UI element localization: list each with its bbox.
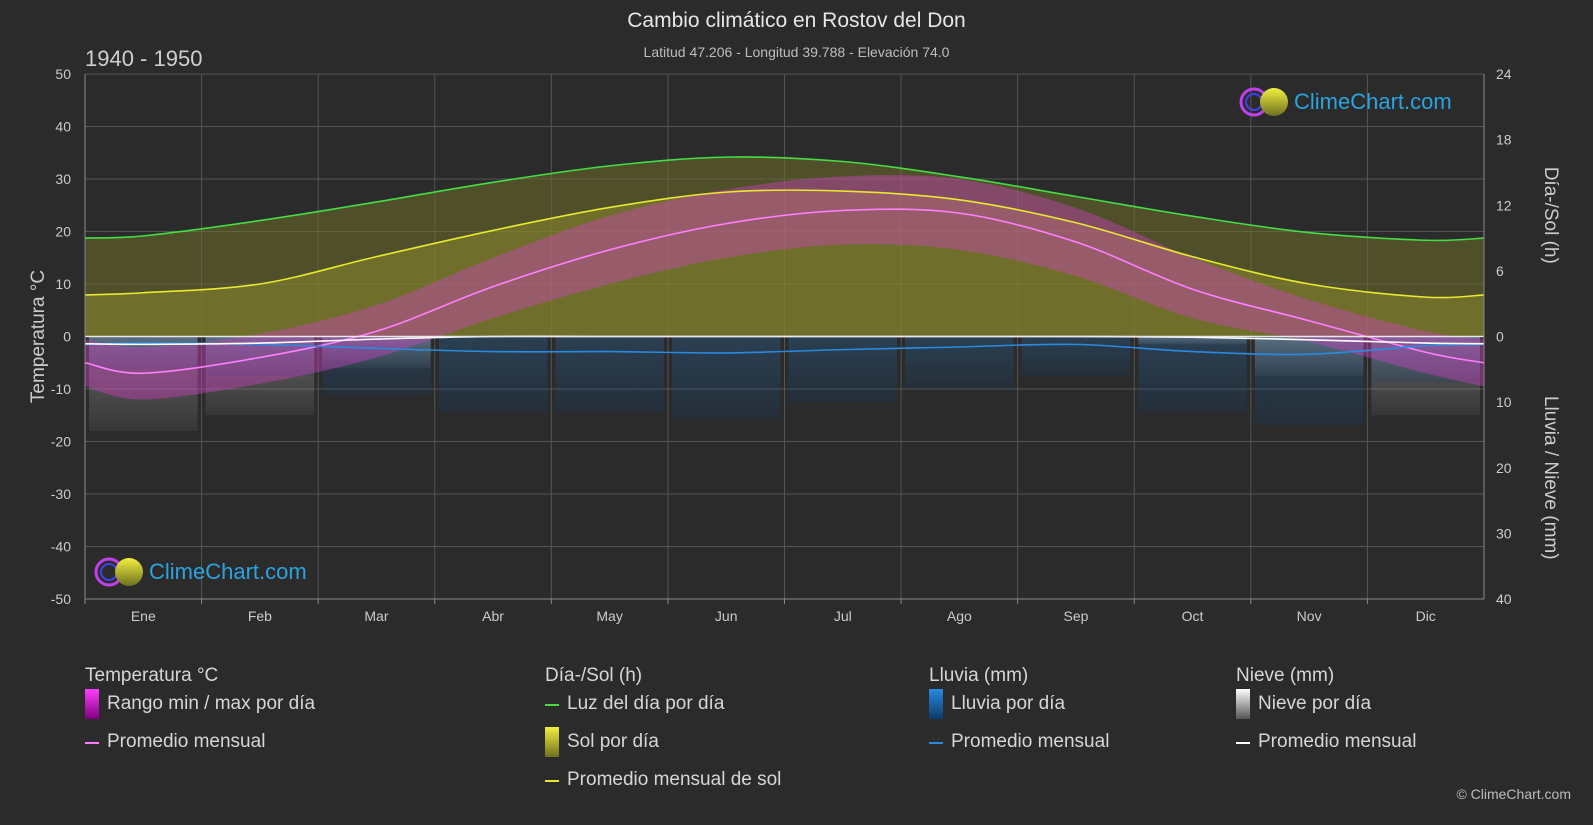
month-label: May [596,608,622,624]
sun-avg-line [84,189,1485,299]
right-mm-tick-label: 30 [1496,525,1512,541]
chart-title: Cambio climático en Rostov del Don [627,9,966,32]
temp-range-area [85,175,1484,400]
legend-rain-title: Lluvia (mm) [929,665,1029,686]
rain-avg-line [84,342,1485,356]
legend-temp-avg: Promedio mensual [107,731,266,752]
sun-area-fill [85,190,1484,337]
legend-sun: Sol por día [567,731,659,752]
sun-area [85,156,1484,337]
right-axis-title-mm: Lluvia / Nieve (mm) [1540,396,1561,560]
rain-bar [1254,336,1364,426]
legend-snow-title: Nieve (mm) [1236,665,1335,686]
month-label: Dic [1416,608,1436,624]
temp-range-swatch [85,689,99,719]
rain-bar [89,336,198,370]
right-hours-tick-label: 0 [1496,329,1504,345]
axes: 50 40 30 20 10 0 -10 -20 -30 -40 -50 24 18 12 6 0 10 20 30… [28,66,1561,624]
legend-snow-avg: Promedio mensual [1258,731,1417,752]
legend-sun-avg: Promedio mensual de sol [567,769,782,790]
rain-avg-swatch [929,742,943,744]
rain-bar [788,336,898,403]
daylight-line [84,156,1485,242]
legend-temp-title: Temperatura °C [85,665,219,686]
left-tick-label: 0 [63,329,71,345]
left-tick-label: 50 [55,66,71,82]
rain-bar [438,336,548,412]
rain-bar [555,336,664,412]
rain-bar [1021,336,1131,376]
temp-avg-line [84,208,1485,375]
snow-swatch [1236,689,1250,719]
left-tick-label: -10 [51,381,71,397]
daylight-swatch [545,704,559,706]
logo-text: ClimeChart.com [1294,89,1452,114]
right-axis-title-hours: Día-/Sol (h) [1540,167,1561,264]
left-tick-label: 40 [55,119,71,135]
month-label: Jul [834,608,852,624]
chart-subtitle: Latitud 47.206 - Longitud 39.788 - Eleva… [643,44,950,60]
left-tick-label: 30 [55,171,71,187]
left-tick-label: -30 [51,486,71,502]
logo-icon [1239,87,1288,117]
rain-swatch [929,689,943,719]
temp-avg-swatch [85,742,99,744]
left-tick-label: 10 [55,276,71,292]
legend-sun-title: Día-/Sol (h) [545,665,643,686]
left-tick-label: -40 [51,539,71,555]
right-mm-tick-label: 20 [1496,460,1512,476]
year-range: 1940 - 1950 [85,46,203,71]
month-label: Mar [364,608,388,624]
month-label: Jun [715,608,738,624]
right-hours-tick-label: 24 [1496,66,1512,82]
legend-daylight: Luz del día por día [567,693,725,714]
month-label: Sep [1063,608,1088,624]
month-label: Ago [947,608,972,624]
rain-bar [905,336,1014,389]
legend-temp-range: Rango min / max por día [107,693,316,714]
month-label: Oct [1182,608,1204,624]
right-mm-tick-label: 40 [1496,591,1512,607]
logo-bottom[interactable]: ClimeChart.com [93,556,307,588]
month-label: Abr [482,608,504,624]
left-tick-label: -20 [51,434,71,450]
sun-avg-swatch [545,780,559,782]
sun-swatch [545,727,559,757]
right-hours-tick-label: 12 [1496,197,1512,213]
legend-rain-avg: Promedio mensual [951,731,1110,752]
month-label: Nov [1297,608,1322,624]
right-hours-tick-label: 18 [1496,132,1512,148]
logo-text: ClimeChart.com [149,559,307,584]
logo-icon [94,557,143,587]
right-hours-tick-label: 6 [1496,263,1504,279]
left-axis-title: Temperatura °C [28,270,49,403]
legend-rain: Lluvia por día [951,693,1066,714]
snow-avg-swatch [1236,742,1250,744]
rain-bar [1138,336,1247,412]
copyright: © ClimeChart.com [1456,786,1571,802]
rain-bar [671,336,781,419]
left-tick-label: -50 [51,591,71,607]
month-label: Feb [248,608,272,624]
logo-top[interactable]: ClimeChart.com [1238,86,1452,118]
month-label: Ene [131,608,156,624]
rain-bars [89,336,1480,426]
series-lines [84,156,1485,375]
legend-snow: Nieve por día [1258,693,1372,714]
right-mm-tick-label: 10 [1496,394,1512,410]
left-tick-label: 20 [55,224,71,240]
temp-range-band [85,175,1484,400]
